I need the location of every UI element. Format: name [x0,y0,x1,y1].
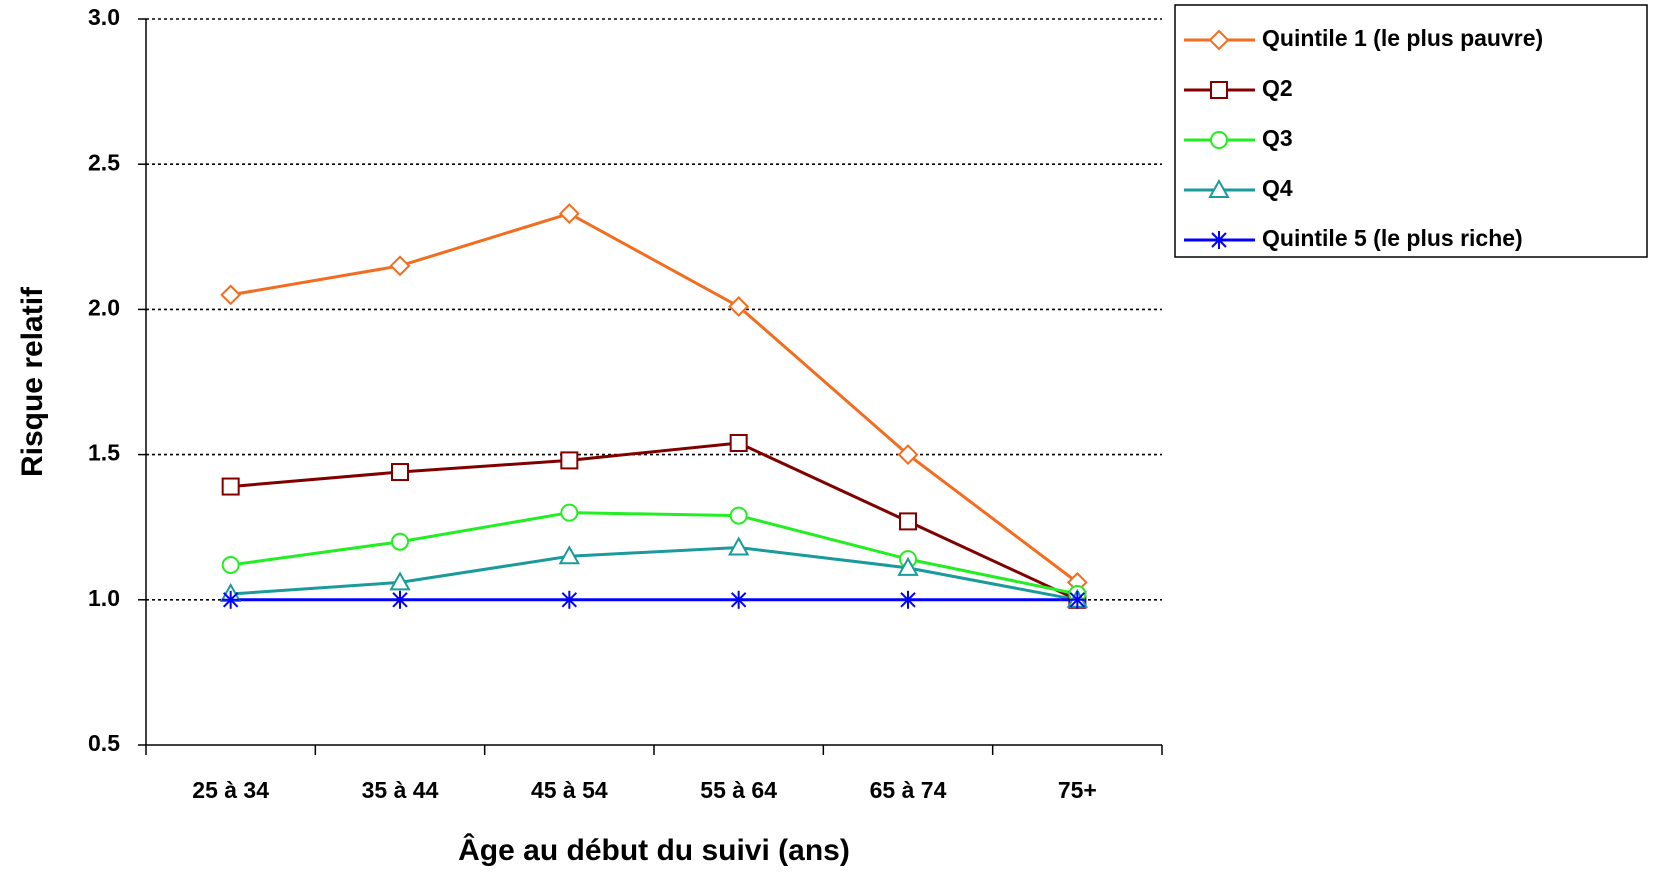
marker [1210,131,1228,149]
marker-stroke [1211,232,1227,248]
y-tick-label: 0.5 [88,730,120,756]
marker [897,556,919,576]
marker [899,590,917,609]
marker [560,503,579,522]
marker [220,284,242,306]
marker [221,555,240,574]
legend-label: Quintile 5 (le plus riche) [1262,225,1523,251]
series-line [230,211,1079,584]
y-tick-label: 2.0 [88,294,120,320]
marker [389,255,411,277]
legend-label: Q2 [1262,75,1293,101]
marker [558,545,581,565]
x-tick-label: 75+ [1058,777,1097,803]
marker [391,590,409,609]
marker [729,506,748,525]
marker [727,536,750,556]
marker [728,296,750,317]
x-axis-title: Âge au début du suivi (ans) [458,833,850,867]
marker [391,463,409,482]
y-tick-label: 3.0 [88,4,120,30]
legend-label: Quintile 1 (le plus pauvre) [1262,25,1543,51]
x-tick-label: 35 à 44 [362,777,439,803]
marker [1068,590,1087,609]
marker-stroke [1069,592,1086,608]
marker-stroke [900,592,916,608]
series-line [230,441,1078,602]
marker [558,203,580,224]
x-tick-label: 25 à 34 [192,777,269,803]
y-tick-label: 1.0 [88,585,120,611]
legend-label: Q3 [1262,125,1293,151]
marker [391,532,409,551]
marker [729,433,748,452]
x-tick-label: 55 à 64 [700,777,777,803]
series-line [230,511,1078,596]
marker [1208,29,1230,51]
marker [897,444,919,466]
marker [560,590,579,609]
marker [221,590,240,609]
legend-box [1174,4,1648,258]
series-line [230,546,1078,602]
marker-stroke [222,592,239,608]
marker [389,571,411,591]
marker [899,512,917,531]
marker [560,451,579,470]
x-tick-label: 45 à 54 [531,777,608,803]
marker [1210,231,1228,249]
y-tick-label: 1.5 [88,440,120,466]
marker [1210,81,1228,99]
marker [729,590,748,609]
y-tick-label: 2.5 [88,149,120,175]
marker-stroke [561,592,578,608]
marker-stroke [392,592,408,608]
y-axis-title: Risque relatif [16,286,49,477]
marker [221,477,240,496]
legend-label: Q4 [1262,175,1293,201]
x-tick-label: 65 à 74 [870,777,947,803]
marker-stroke [730,592,747,608]
marker [1208,178,1230,198]
